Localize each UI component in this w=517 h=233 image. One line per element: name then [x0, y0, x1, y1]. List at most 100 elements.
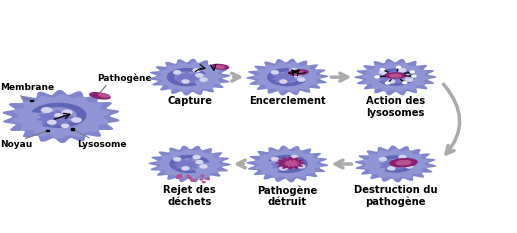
Polygon shape	[267, 68, 306, 86]
Polygon shape	[379, 69, 415, 86]
Circle shape	[41, 108, 52, 112]
Circle shape	[179, 176, 182, 177]
Circle shape	[379, 71, 386, 74]
Text: Noyau: Noyau	[1, 140, 33, 149]
Circle shape	[294, 74, 300, 77]
Circle shape	[402, 74, 408, 77]
Polygon shape	[149, 59, 231, 96]
Polygon shape	[173, 72, 200, 84]
Circle shape	[291, 155, 298, 159]
Circle shape	[402, 161, 408, 164]
Text: Lysosome: Lysosome	[77, 140, 127, 149]
Circle shape	[200, 78, 207, 81]
Circle shape	[406, 165, 413, 168]
Circle shape	[206, 178, 209, 179]
Circle shape	[397, 66, 401, 68]
Circle shape	[189, 178, 192, 179]
Ellipse shape	[385, 73, 406, 78]
Polygon shape	[270, 159, 298, 171]
Polygon shape	[354, 59, 436, 95]
Polygon shape	[355, 145, 436, 182]
Ellipse shape	[215, 66, 224, 68]
Polygon shape	[12, 94, 110, 139]
Ellipse shape	[99, 94, 110, 97]
Circle shape	[188, 177, 191, 178]
Bar	[71, 128, 74, 130]
Circle shape	[174, 71, 180, 74]
Circle shape	[203, 182, 205, 183]
Circle shape	[388, 167, 395, 170]
Bar	[46, 130, 49, 131]
Polygon shape	[254, 149, 321, 179]
Circle shape	[298, 78, 305, 81]
Polygon shape	[32, 103, 86, 128]
Circle shape	[298, 165, 305, 168]
Ellipse shape	[90, 93, 110, 99]
Circle shape	[280, 80, 287, 83]
Ellipse shape	[289, 70, 308, 75]
Polygon shape	[378, 72, 406, 84]
Circle shape	[291, 69, 298, 72]
Circle shape	[187, 175, 189, 177]
Circle shape	[48, 120, 56, 124]
Polygon shape	[276, 157, 305, 170]
Circle shape	[386, 82, 390, 84]
Circle shape	[412, 75, 416, 77]
Text: Rejet des
déchets: Rejet des déchets	[163, 185, 216, 207]
Text: Destruction du
pathogène: Destruction du pathogène	[354, 185, 437, 208]
Polygon shape	[166, 68, 206, 86]
Polygon shape	[361, 62, 430, 92]
Circle shape	[379, 158, 386, 161]
Polygon shape	[169, 155, 210, 173]
Circle shape	[399, 69, 406, 72]
Polygon shape	[36, 110, 73, 127]
Polygon shape	[173, 159, 201, 171]
Circle shape	[271, 158, 279, 161]
Ellipse shape	[390, 159, 417, 167]
Polygon shape	[156, 149, 223, 179]
Text: Membrane: Membrane	[1, 83, 54, 92]
Ellipse shape	[396, 161, 411, 165]
Circle shape	[200, 179, 203, 180]
Circle shape	[196, 161, 203, 164]
Polygon shape	[283, 160, 300, 167]
Circle shape	[200, 165, 207, 168]
Polygon shape	[148, 146, 231, 182]
Circle shape	[193, 155, 200, 159]
Text: Encerclement: Encerclement	[249, 96, 326, 106]
Circle shape	[182, 80, 189, 83]
Polygon shape	[253, 62, 322, 92]
Circle shape	[375, 76, 379, 78]
Circle shape	[403, 82, 407, 84]
Text: Pathogène
détruit: Pathogène détruit	[257, 185, 317, 207]
Text: Capture: Capture	[167, 96, 212, 106]
Polygon shape	[362, 149, 429, 179]
Circle shape	[174, 158, 180, 161]
Polygon shape	[247, 146, 328, 182]
Ellipse shape	[293, 71, 304, 74]
Circle shape	[62, 124, 69, 127]
Circle shape	[182, 167, 189, 170]
Circle shape	[280, 167, 287, 170]
Circle shape	[191, 180, 193, 181]
Polygon shape	[379, 155, 415, 173]
Circle shape	[410, 71, 414, 73]
Circle shape	[294, 161, 300, 164]
Polygon shape	[246, 59, 328, 96]
Polygon shape	[268, 155, 308, 173]
Circle shape	[179, 175, 181, 176]
Polygon shape	[3, 90, 119, 143]
Circle shape	[388, 80, 395, 83]
Circle shape	[55, 114, 62, 117]
Polygon shape	[379, 159, 406, 171]
Text: Action des
lysosomes: Action des lysosomes	[366, 96, 425, 118]
Text: Pathogène: Pathogène	[97, 74, 152, 83]
Circle shape	[196, 74, 203, 77]
Circle shape	[381, 69, 384, 71]
Circle shape	[399, 155, 406, 159]
Circle shape	[406, 78, 413, 81]
Bar	[30, 100, 33, 101]
Circle shape	[201, 175, 204, 176]
Circle shape	[72, 118, 81, 122]
Circle shape	[63, 110, 72, 114]
